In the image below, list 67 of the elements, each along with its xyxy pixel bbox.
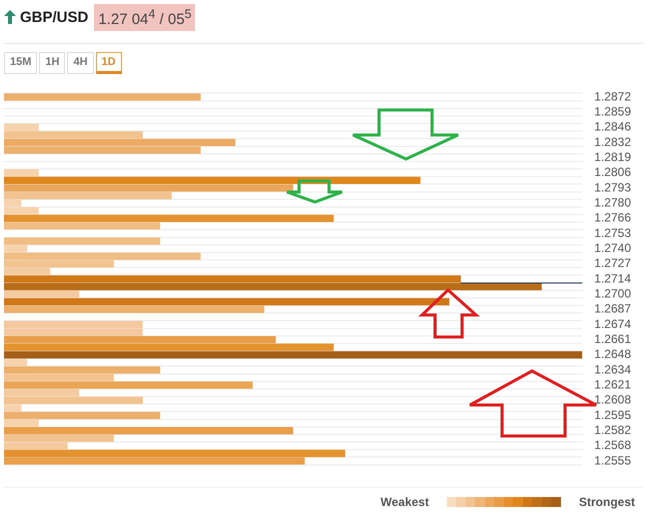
y-tick-label: 1.2872 — [594, 89, 632, 104]
bar — [4, 389, 80, 396]
y-tick-label: 1.2793 — [594, 180, 632, 194]
y-tick-label: 1.2727 — [594, 256, 632, 270]
y-tick-label: 1.2753 — [594, 226, 632, 240]
bar — [4, 245, 28, 252]
y-tick-label: 1.2859 — [594, 104, 632, 118]
bar — [4, 306, 264, 313]
y-tick-label: 1.2780 — [594, 195, 632, 210]
chart-title: GBP/USD — [20, 8, 88, 26]
bar — [4, 450, 346, 458]
bar — [4, 192, 172, 200]
bar — [4, 336, 276, 344]
bar — [4, 176, 420, 184]
bar — [4, 124, 39, 131]
text: Weakest — [380, 495, 429, 509]
bar — [4, 419, 39, 427]
bar — [4, 93, 201, 101]
y-tick-label: 1.2700 — [594, 286, 632, 300]
y-tick-label: 1.2846 — [594, 120, 632, 134]
bar — [4, 366, 160, 374]
bar — [4, 351, 582, 358]
bar — [4, 412, 160, 420]
bar — [4, 131, 143, 139]
y-tick-label: 1.2819 — [594, 150, 632, 164]
y-tick-label: 1.2832 — [594, 134, 632, 149]
bar — [4, 282, 542, 290]
bar — [4, 298, 450, 306]
bar — [4, 237, 160, 245]
y-tick-label: 1.2714 — [594, 271, 632, 286]
bar — [4, 442, 68, 450]
y-tick-label: 1.2582 — [594, 422, 632, 437]
bar — [4, 434, 114, 442]
y-tick-label: 1.2687 — [594, 302, 632, 316]
text: Strongest — [578, 495, 635, 509]
chart-subtitle: 1.27 04$^{4}$ / 05$^{5}$ — [94, 4, 196, 30]
text: 1D — [96, 52, 122, 74]
text: 4H — [67, 52, 94, 74]
y-tick-label: 1.2766 — [594, 210, 632, 225]
bar — [4, 214, 334, 222]
bar — [4, 427, 294, 434]
y-tick-label: 1.2740 — [594, 240, 632, 255]
bar — [4, 396, 143, 404]
bar — [4, 374, 114, 382]
bar — [4, 275, 461, 283]
y-tick-label: 1.2621 — [594, 377, 632, 392]
bar — [4, 290, 80, 298]
text: 15M — [4, 52, 38, 74]
bar — [4, 344, 334, 351]
bar — [4, 404, 22, 412]
y-tick-label: 1.2634 — [594, 362, 632, 376]
bar — [4, 457, 305, 465]
y-tick-label: 1.2555 — [594, 453, 632, 468]
y-tick-label: 1.2661 — [594, 332, 632, 346]
bar — [4, 268, 50, 276]
y-tick-label: 1.2806 — [594, 165, 632, 180]
y-tick-label: 1.2568 — [594, 438, 632, 452]
bar — [4, 382, 253, 389]
y-tick-label: 1.2595 — [594, 408, 632, 422]
bar — [4, 358, 28, 366]
y-tick-label: 1.2608 — [594, 392, 632, 407]
bar — [4, 184, 294, 192]
y-tick-label: 1.2648 — [594, 347, 632, 362]
bar — [4, 222, 160, 230]
y-tick-label: 1.2674 — [594, 316, 632, 331]
bar — [4, 169, 39, 176]
text: 1H — [39, 52, 66, 74]
